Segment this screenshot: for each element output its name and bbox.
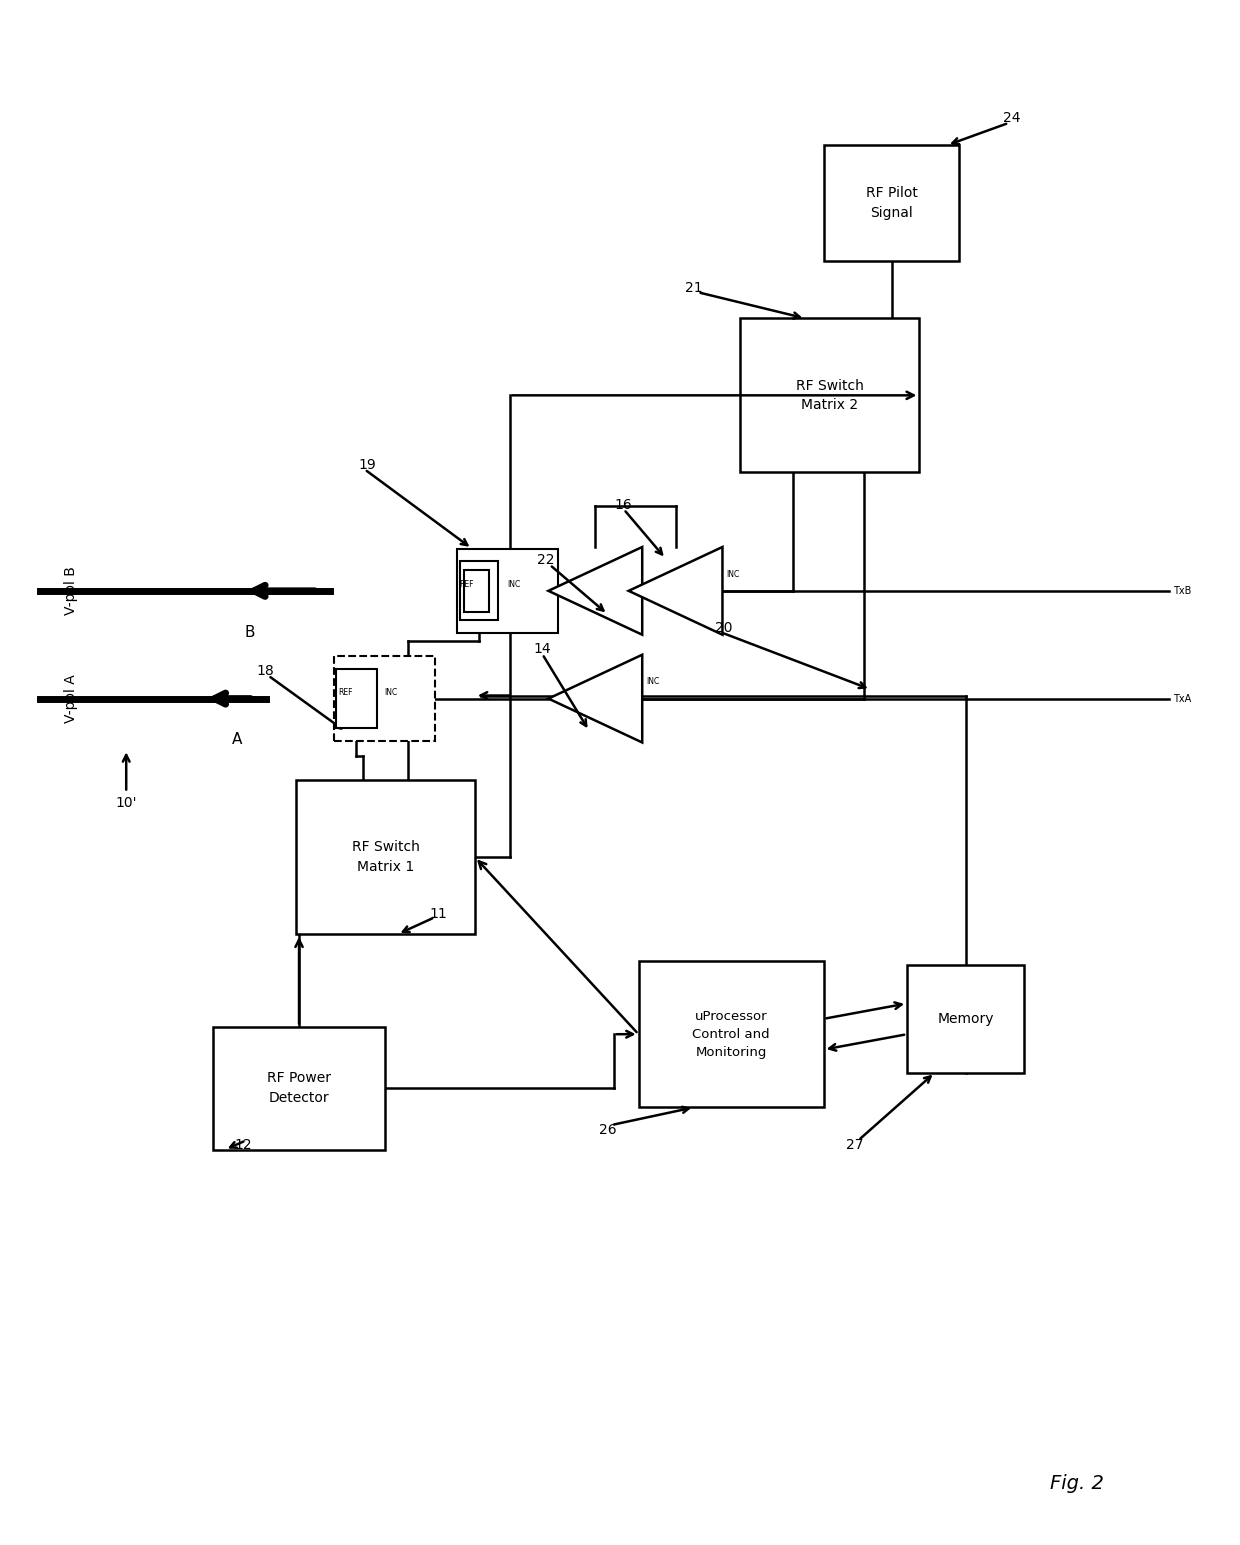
Bar xyxy=(458,548,558,633)
Text: V-pol A: V-pol A xyxy=(63,674,78,723)
Text: Memory: Memory xyxy=(937,1012,994,1026)
Text: 14: 14 xyxy=(533,643,551,657)
Text: REF: REF xyxy=(460,581,474,589)
Bar xyxy=(334,657,435,742)
Text: 18: 18 xyxy=(257,664,274,678)
Text: Fig. 2: Fig. 2 xyxy=(1050,1474,1104,1492)
Polygon shape xyxy=(629,547,723,635)
Polygon shape xyxy=(548,655,642,743)
Bar xyxy=(336,669,377,728)
Text: 27: 27 xyxy=(846,1139,863,1153)
Text: 10': 10' xyxy=(115,796,136,810)
Text: INC: INC xyxy=(727,570,739,578)
Text: RF Switch
Matrix 1: RF Switch Matrix 1 xyxy=(351,840,419,874)
Text: RF Pilot
Signal: RF Pilot Signal xyxy=(866,185,918,219)
Bar xyxy=(296,780,475,935)
Bar xyxy=(465,570,490,612)
Text: 11: 11 xyxy=(430,907,448,921)
Polygon shape xyxy=(548,547,642,635)
Text: uProcessor
Control and
Monitoring: uProcessor Control and Monitoring xyxy=(692,1010,770,1058)
Text: V-pol B: V-pol B xyxy=(63,567,78,615)
Text: INC: INC xyxy=(384,688,398,697)
Bar xyxy=(212,1026,386,1149)
Text: RF Power
Detector: RF Power Detector xyxy=(267,1071,331,1105)
Text: TxB: TxB xyxy=(1173,586,1192,596)
Bar xyxy=(740,318,919,473)
Bar xyxy=(460,561,498,621)
Text: B: B xyxy=(244,624,255,640)
Text: 19: 19 xyxy=(358,457,376,471)
Text: 24: 24 xyxy=(1003,111,1021,125)
Text: 26: 26 xyxy=(599,1123,616,1137)
Text: 21: 21 xyxy=(686,281,703,295)
Text: A: A xyxy=(232,732,243,748)
Bar xyxy=(823,145,960,261)
Text: 22: 22 xyxy=(537,553,554,567)
Text: 20: 20 xyxy=(715,621,733,635)
Text: TxA: TxA xyxy=(1173,694,1192,703)
Text: RF Switch
Matrix 2: RF Switch Matrix 2 xyxy=(796,379,864,413)
Bar xyxy=(639,961,823,1108)
Text: INC: INC xyxy=(507,581,521,589)
Bar xyxy=(906,966,1024,1072)
Text: INC: INC xyxy=(646,677,660,686)
Text: 12: 12 xyxy=(234,1139,252,1153)
Text: 16: 16 xyxy=(615,497,632,511)
Text: REF: REF xyxy=(339,688,353,697)
